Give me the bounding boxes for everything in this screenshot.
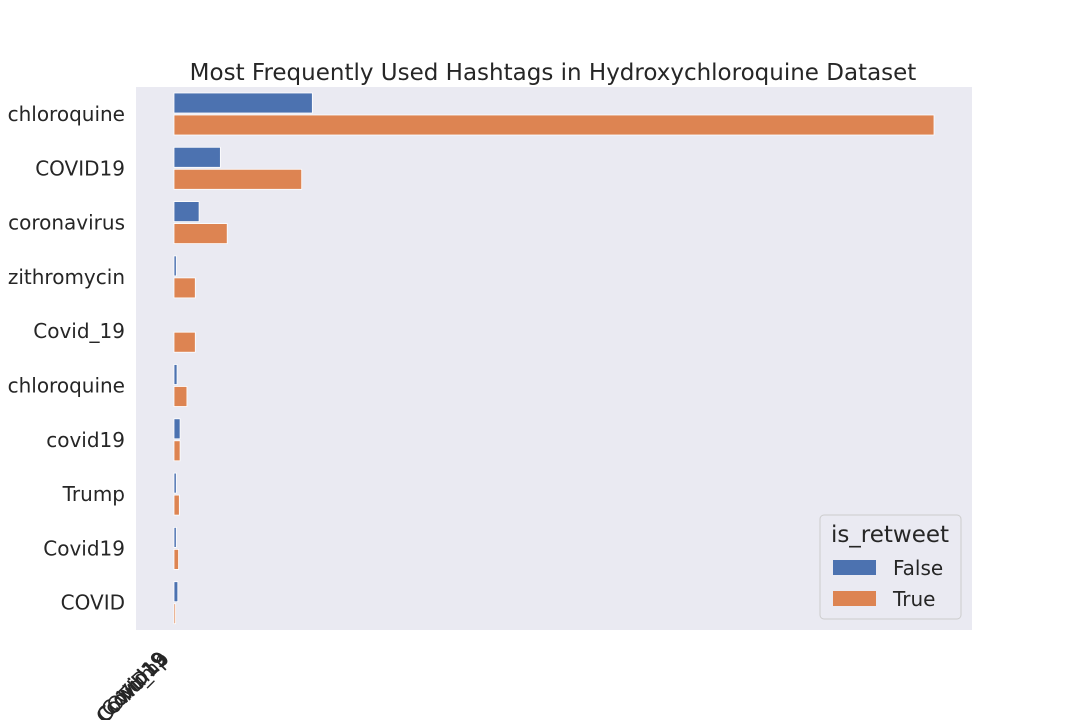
bar-true-3 [173, 277, 196, 299]
category-label-6: covid19 [46, 428, 125, 452]
bar-true-6 [173, 440, 181, 462]
category-label-8: Covid19 [43, 536, 125, 560]
bar-true-4 [173, 331, 196, 353]
category-labels: chloroquine COVID19 coronavirus zithromycin… [8, 102, 125, 615]
legend-label-true: True [892, 587, 935, 611]
category-label-0: chloroquine [8, 102, 125, 126]
legend-swatch-false [833, 560, 876, 575]
category-label-1: COVID19 [35, 156, 125, 180]
bar-true-5 [173, 386, 188, 407]
category-label-7: Trump [62, 482, 125, 506]
bar-true-0 [173, 114, 935, 136]
bar-false-9 [173, 581, 179, 603]
legend-label-false: False [893, 556, 943, 580]
bar-false-8 [173, 527, 177, 548]
bar-false-7 [173, 472, 177, 494]
legend-title: is_retweet [831, 522, 949, 548]
chart-title: Most Frequently Used Hashtags in Hydroxy… [190, 60, 917, 86]
bar-false-6 [173, 418, 181, 440]
category-label-5: chloroquine [8, 374, 125, 398]
bar-false-5 [173, 364, 178, 385]
bar-true-7 [173, 494, 180, 516]
bar-false-3 [173, 255, 177, 277]
bar-false-0 [173, 92, 313, 114]
bar-false-2 [173, 201, 200, 223]
category-label-9: COVID [61, 591, 125, 615]
bar-false-1 [173, 146, 221, 168]
bar-true-9 [173, 603, 176, 625]
bars-group [173, 92, 935, 625]
legend-swatch-true [833, 591, 876, 606]
bar-true-1 [173, 168, 303, 190]
bar-true-2 [173, 223, 228, 245]
legend: is_retweet False True [819, 514, 962, 620]
x-tick-label-4: Covid19 [96, 647, 171, 720]
bar-true-8 [173, 549, 179, 570]
category-label-2: coronavirus [8, 211, 125, 235]
category-label-4: Covid_19 [33, 319, 125, 343]
category-label-3: zithromycin [8, 265, 125, 289]
